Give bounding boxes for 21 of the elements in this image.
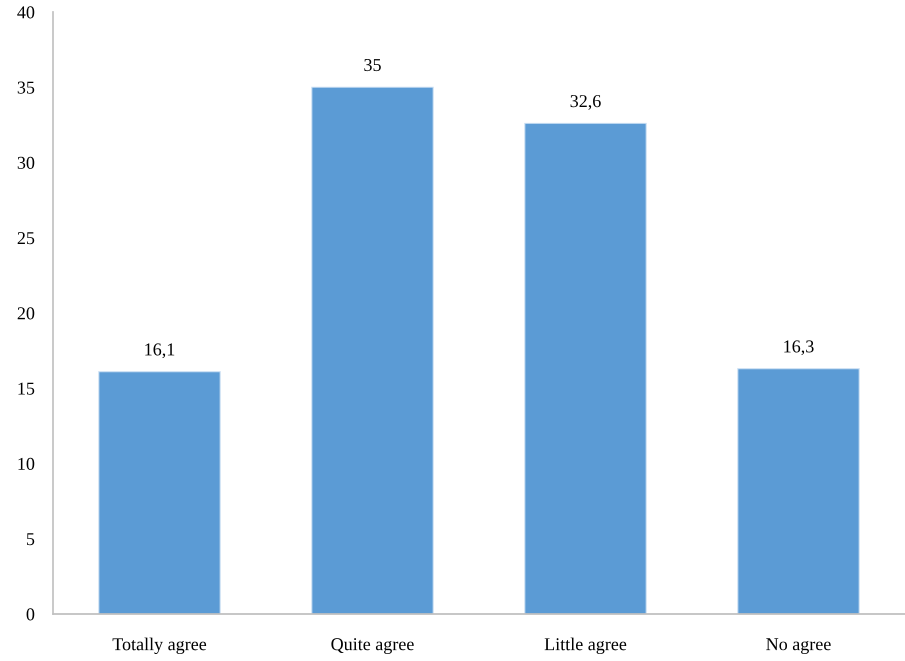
x-tick-label: Quite agree [331,638,414,654]
y-tick-label: 20 [18,307,34,320]
y-tick-label: 30 [18,156,34,169]
data-label: 16,3 [784,340,814,356]
y-tick-label: 0 [26,608,34,620]
y-tick-label: 5 [26,533,34,546]
data-label: 16,1 [145,343,174,358]
bar [98,371,221,614]
bar [737,368,860,614]
x-tick-label: Little agree [544,638,626,654]
data-label: 35 [364,58,381,72]
y-tick-label: 10 [18,458,34,470]
y-tick-label: 15 [18,382,34,395]
bar [311,86,434,614]
data-label: 32,6 [570,95,601,110]
y-tick-label: 25 [18,232,34,244]
y-tick-label: 35 [18,82,34,94]
y-tick-label: 40 [17,6,34,18]
bar [524,122,647,614]
x-tick-label: No agree [766,638,831,654]
x-tick-label: Totally agree [112,638,206,654]
